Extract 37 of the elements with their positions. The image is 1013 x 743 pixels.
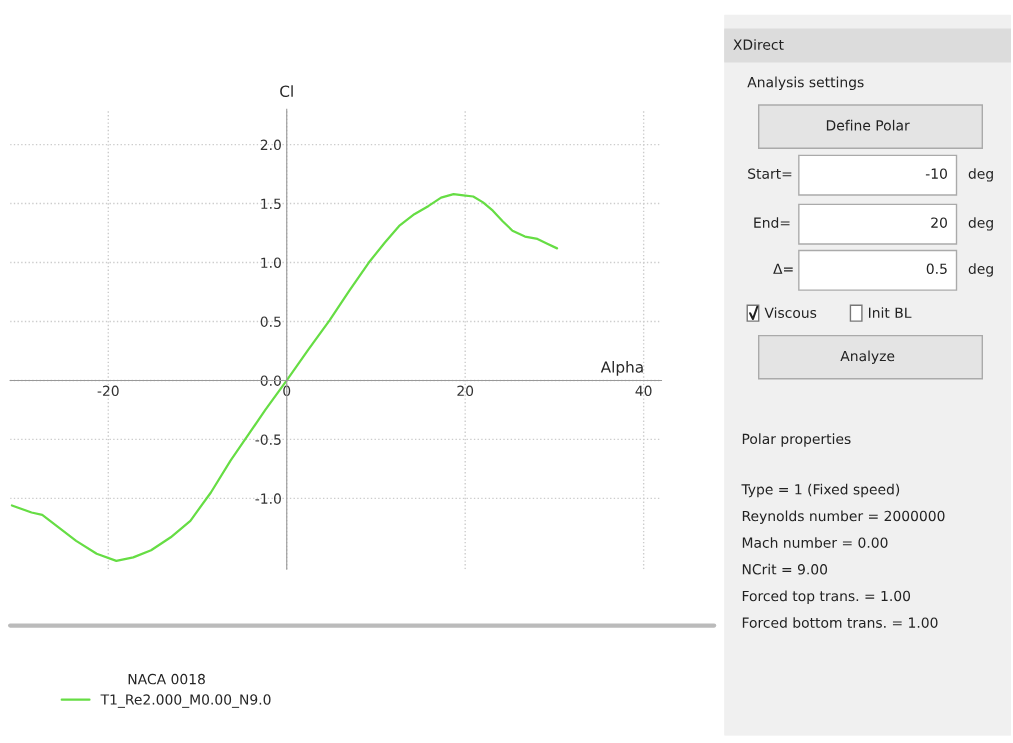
text: Analysis settings bbox=[747, 76, 864, 91]
text: Init BL bbox=[869, 307, 912, 318]
text: NCrit = 9.00 bbox=[742, 563, 828, 575]
text: Polar properties bbox=[742, 433, 851, 447]
text: Define Polar bbox=[826, 119, 910, 131]
text: deg bbox=[968, 168, 993, 182]
y-axis-title: Cl bbox=[280, 85, 293, 98]
text: Start= bbox=[748, 168, 792, 179]
text: XDirect bbox=[733, 39, 784, 50]
text: 0.5 bbox=[926, 263, 947, 275]
text: Viscous bbox=[764, 307, 817, 318]
legend-label: T1_Re2.000_M0.00_N9.0 bbox=[100, 694, 271, 708]
text: deg bbox=[968, 263, 993, 277]
y-tick-label: 1.0 bbox=[261, 257, 281, 268]
x-tick-label: 40 bbox=[635, 385, 652, 397]
legend-title: NACA 0018 bbox=[128, 673, 205, 685]
y-tick-label: 0.5 bbox=[260, 316, 281, 327]
text: Reynolds number = 2000000 bbox=[742, 510, 945, 524]
text: Forced bottom trans. = 1.00 bbox=[742, 617, 938, 628]
x-tick-label: 0 bbox=[283, 385, 291, 397]
y-tick-label: 1.5 bbox=[261, 198, 281, 210]
y-tick-label: 2.0 bbox=[260, 139, 281, 151]
text: -10 bbox=[925, 168, 947, 179]
y-tick-label: -0.5 bbox=[255, 434, 281, 445]
text: End= bbox=[754, 217, 790, 228]
text: 20 bbox=[931, 217, 947, 228]
text: Type = 1 (Fixed speed) bbox=[741, 483, 900, 498]
text: Mach number = 0.00 bbox=[742, 537, 888, 548]
x-tick-label: -20 bbox=[97, 385, 119, 397]
x-tick-label: 20 bbox=[457, 385, 474, 397]
text: Forced top trans. = 1.00 bbox=[742, 590, 911, 604]
text: Δ= bbox=[773, 263, 793, 274]
y-tick-label: -1.0 bbox=[255, 493, 281, 504]
text: Analyze bbox=[840, 350, 895, 364]
text: deg bbox=[968, 217, 993, 231]
x-axis-title: Alpha bbox=[600, 360, 643, 376]
line-series bbox=[10, 193, 559, 562]
